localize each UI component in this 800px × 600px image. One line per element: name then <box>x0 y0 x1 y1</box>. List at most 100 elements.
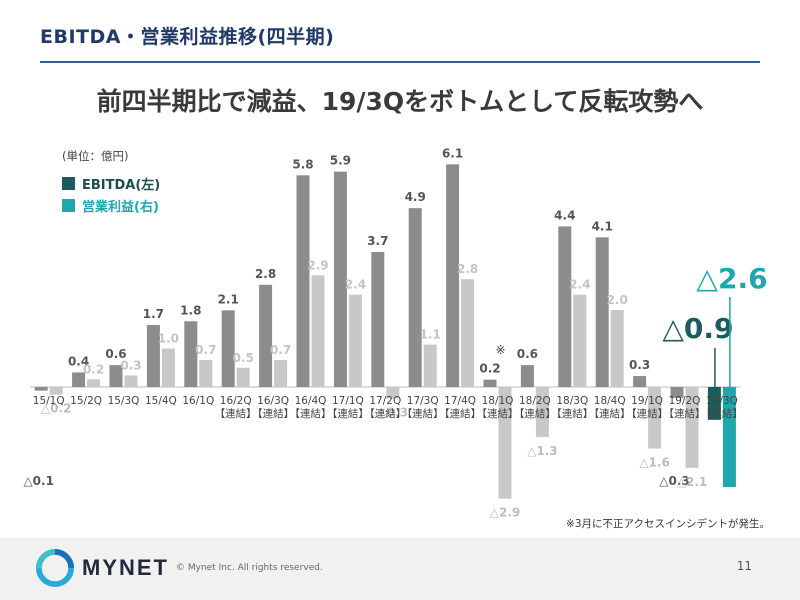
operating-profit-data-label: 2.9 <box>307 258 328 272</box>
x-tick-sublabel: 【連結】 <box>252 407 294 420</box>
ebitda-data-label: 0.6 <box>517 347 538 361</box>
ebitda-data-label: 4.4 <box>554 208 575 222</box>
ebitda-data-label: 0.6 <box>105 347 126 361</box>
ebitda-data-label: 0.2 <box>479 362 500 376</box>
ebitda-bar <box>446 164 460 387</box>
ebitda-data-label: 5.8 <box>292 157 313 171</box>
x-tick-sublabel: 【連結】 <box>402 407 444 420</box>
footer <box>0 538 800 600</box>
operating-profit-bar <box>573 294 587 387</box>
operating-profit-data-label: 2.0 <box>607 293 628 307</box>
x-tick-label: 16/1Q <box>182 395 214 407</box>
chart-legend: (単位：億円) EBITDA(左) 営業利益(右) <box>62 148 160 216</box>
bar-chart: △0.1△0.215/1Q0.40.215/2Q0.60.315/3Q1.71.… <box>23 146 767 520</box>
operating-profit-data-label: △2.9 <box>490 506 521 520</box>
legend-swatch-ebitda <box>62 176 75 190</box>
ebitda-data-label: △0.3 <box>659 474 690 488</box>
x-tick-sublabel: 【連結】 <box>477 407 519 420</box>
ebitda-bar <box>296 175 310 387</box>
x-tick-label: 17/3Q <box>407 395 439 407</box>
page-number: 11 <box>736 559 752 573</box>
ebitda-bar <box>109 365 123 387</box>
ebitda-bar <box>633 376 647 387</box>
x-tick-sublabel: 【連結】 <box>439 407 481 420</box>
logo-mark-icon <box>36 549 74 587</box>
x-tick-sublabel: 【連結】 <box>551 407 593 420</box>
ebitda-bar <box>259 284 273 387</box>
operating-profit-data-label: 1.0 <box>158 332 179 346</box>
x-tick-label: 19/3Q <box>706 395 738 407</box>
ebitda-data-label: 1.8 <box>180 303 201 317</box>
operating-profit-data-label: △0.2 <box>41 402 72 416</box>
ebitda-data-label: 0.3 <box>629 358 650 372</box>
operating-profit-data-label: 0.7 <box>270 343 291 357</box>
ebitda-bar <box>483 379 497 387</box>
headline: 前四半期比で減益、19/3Qをボトムとして反転攻勢へ <box>96 87 704 116</box>
x-tick-label: 18/1Q <box>482 395 514 407</box>
x-tick-label: 18/4Q <box>594 395 626 407</box>
operating-profit-bar <box>461 279 475 387</box>
x-tick-label: 19/1Q <box>631 395 663 407</box>
ebitda-data-label: 1.7 <box>143 307 164 321</box>
ebitda-bar <box>333 171 347 387</box>
ebitda-data-label: 4.9 <box>405 190 426 204</box>
operating-profit-bar <box>49 387 63 395</box>
operating-profit-bar <box>648 387 662 449</box>
operating-profit-data-label: 2.8 <box>457 262 478 276</box>
x-tick-label: 16/4Q <box>295 395 327 407</box>
ebitda-bar <box>520 365 534 387</box>
x-tick-label: 17/2Q <box>369 395 401 407</box>
ebitda-bar <box>34 387 48 391</box>
operating-profit-data-label: 1.1 <box>420 328 441 342</box>
operating-profit-data-label: △1.6 <box>639 456 670 470</box>
ebitda-bar <box>558 226 572 387</box>
footnote: ※3月に不正アクセスインシデントが発生。 <box>566 518 770 530</box>
x-tick-sublabel: 【連結】 <box>664 407 706 420</box>
operating-profit-bar <box>348 294 362 387</box>
operating-profit-data-label: △1.3 <box>527 444 558 458</box>
x-tick-label: 16/3Q <box>257 395 289 407</box>
x-tick-sublabel: 【連結】 <box>215 407 257 420</box>
ebitda-bar <box>221 310 235 387</box>
ebitda-data-label: 2.1 <box>218 292 239 306</box>
ebitda-data-label: 3.7 <box>367 234 388 248</box>
ebitda-bar <box>184 321 198 387</box>
mynet-logo: MYNET <box>36 549 169 587</box>
x-tick-sublabel: 【連結】 <box>626 407 668 420</box>
x-tick-label: 15/2Q <box>70 395 102 407</box>
operating-profit-data-label: 0.7 <box>195 343 216 357</box>
operating-profit-data-label: △0.3 <box>378 406 409 420</box>
operating-profit-bar <box>386 387 400 399</box>
operating-profit-data-label: △2.6 <box>696 262 767 295</box>
operating-profit-bar <box>274 360 288 387</box>
x-tick-sublabel: 【連結】 <box>364 407 406 420</box>
operating-profit-bar <box>87 379 101 387</box>
operating-profit-bar <box>311 275 325 387</box>
operating-profit-bar <box>423 344 437 387</box>
x-tick-label: 19/2Q <box>669 395 701 407</box>
ebitda-bar <box>670 387 684 398</box>
ebitda-data-label: 2.8 <box>255 267 276 281</box>
copyright: © Mynet Inc. All rights reserved. <box>176 563 323 573</box>
x-tick-label: 15/3Q <box>108 395 140 407</box>
title-divider <box>40 61 760 63</box>
operating-profit-data-label: 2.4 <box>345 278 366 292</box>
ebitda-data-label: 6.1 <box>442 146 463 160</box>
legend-swatch-operating-profit <box>62 198 75 212</box>
operating-profit-data-label: 0.5 <box>233 351 254 365</box>
x-tick-label: 18/2Q <box>519 395 551 407</box>
x-tick-label: 15/1Q <box>33 395 65 407</box>
unit-label: (単位：億円) <box>62 149 129 163</box>
operating-profit-bar <box>535 387 549 438</box>
legend-item-operating-profit: 営業利益(右) <box>62 194 160 216</box>
ebitda-bar <box>595 237 609 387</box>
ebitda-data-label: 0.4 <box>68 354 89 368</box>
x-tick-label: 15/4Q <box>145 395 177 407</box>
legend-item-ebitda: EBITDA(左) <box>62 172 160 194</box>
x-tick-label: 17/4Q <box>444 395 476 407</box>
ebitda-data-label: △0.9 <box>662 312 733 345</box>
operating-profit-data-label: 0.3 <box>120 358 141 372</box>
legend-label-ebitda: EBITDA(左) <box>82 177 161 193</box>
operating-profit-bar <box>124 375 138 387</box>
operating-profit-data-label: 0.2 <box>83 362 104 376</box>
